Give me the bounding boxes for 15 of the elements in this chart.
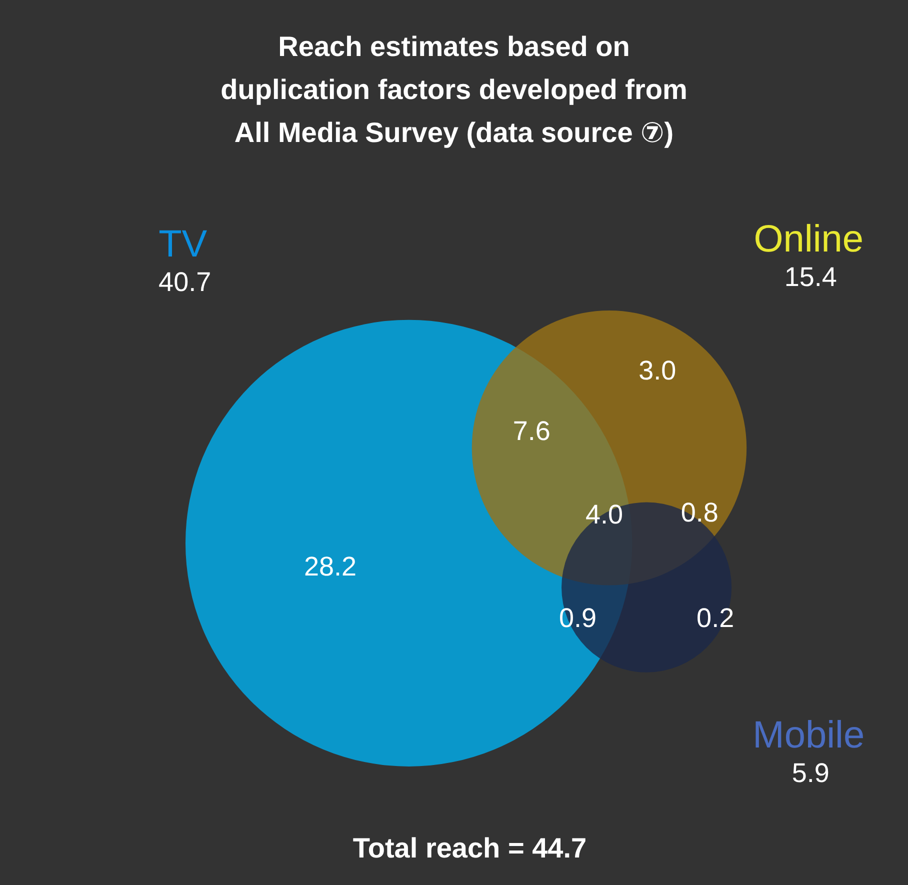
text: 0.2: [696, 602, 734, 633]
data-label: 5.9: [792, 758, 830, 788]
category-label: Mobile: [752, 714, 865, 757]
text: Reach estimates based on duplication factors developed from All Media Survey (data source ⑦): [220, 31, 688, 148]
data-label: 15.4: [784, 262, 837, 292]
text: 3.0: [638, 355, 676, 386]
text: 4.0: [586, 500, 624, 530]
category-label: Online: [754, 218, 864, 261]
category-label: TV: [158, 224, 208, 266]
text: 0.8: [680, 498, 718, 528]
text: 28.2: [304, 552, 356, 582]
text: 7.6: [512, 416, 550, 446]
text: 0.9: [559, 602, 597, 633]
text: Total reach = 44.7: [352, 832, 587, 864]
data-label: 40.7: [158, 266, 212, 297]
